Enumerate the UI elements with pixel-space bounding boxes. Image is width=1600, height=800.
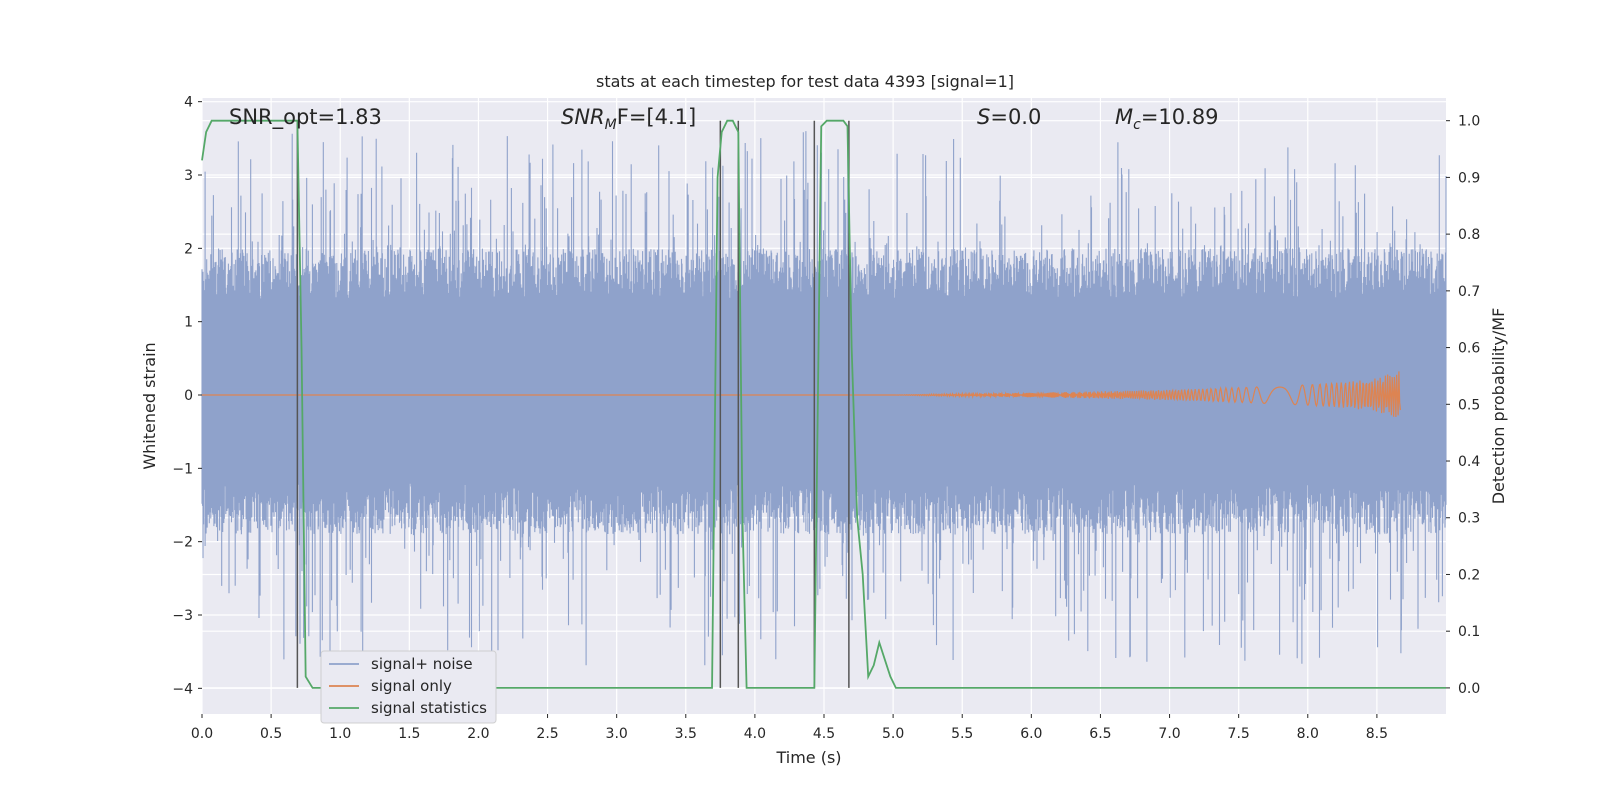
- chart-title: stats at each timestep for test data 439…: [596, 72, 1014, 91]
- annotation-s-var: S: [977, 105, 990, 129]
- stats-line: [201, 119, 1446, 689]
- y-right-tick-label: 1.0: [1458, 114, 1480, 130]
- y-right-axis-label: Detection probability/MF: [1489, 308, 1508, 505]
- plot-area: [201, 98, 1447, 714]
- x-tick-label: 1.0: [329, 726, 351, 742]
- y-left-tick-label: −2: [172, 535, 193, 551]
- y-left-tick-label: 3: [184, 168, 193, 184]
- annotation-snr-mf-base: SNR: [561, 105, 605, 129]
- annotation-snr-mf-sub: M: [605, 117, 617, 133]
- annotation-snr-mf-rest: F=[4.1]: [617, 105, 696, 129]
- legend-label-signal-only: signal only: [371, 677, 452, 695]
- x-tick-label: 8.0: [1297, 726, 1319, 742]
- y-right-tick-label: 0.8: [1458, 227, 1480, 243]
- y-right-axis-ticks: 1.0 0.9 0.8 0.7 0.6 0.5 0.4 0.3 0.2 0.1 0.0: [1446, 114, 1480, 697]
- legend: signal+ noise signal only signal statist…: [320, 650, 497, 724]
- x-tick-label: 4.0: [744, 726, 766, 742]
- y-left-tick-label: 0: [184, 388, 193, 404]
- y-right-tick-label: 0.7: [1458, 284, 1480, 300]
- y-left-tick-label: −4: [172, 681, 193, 697]
- series-signal-only: [202, 371, 1401, 417]
- legend-box: [320, 650, 497, 724]
- y-right-tick-label: 0.2: [1458, 567, 1480, 583]
- x-tick-label: 4.5: [813, 726, 835, 742]
- annotation-mc-sub: c: [1133, 117, 1141, 133]
- x-tick-label: 0.5: [260, 726, 282, 742]
- legend-label-signal-noise: signal+ noise: [371, 655, 473, 673]
- annotation-mc: Mc=10.89: [1115, 105, 1219, 133]
- x-tick-label: 8.5: [1366, 726, 1388, 742]
- y-right-tick-label: 0.4: [1458, 454, 1480, 470]
- series-signal-statistics: [201, 119, 1446, 689]
- x-tick-label: 5.5: [951, 726, 973, 742]
- series-signal-noise: [201, 131, 1447, 666]
- annotation-mc-rest: =10.89: [1141, 105, 1219, 129]
- x-tick-label: 2.5: [536, 726, 558, 742]
- y-left-tick-label: 2: [184, 241, 193, 257]
- y-left-axis-label: Whitened strain: [140, 342, 159, 469]
- y-left-tick-label: 4: [184, 95, 193, 111]
- annotation-s: S=0.0: [977, 105, 1041, 129]
- x-tick-label: 3.5: [675, 726, 697, 742]
- y-right-tick-label: 0.0: [1458, 681, 1480, 697]
- y-left-tick-label: −1: [172, 461, 193, 477]
- y-right-tick-label: 0.5: [1458, 397, 1480, 413]
- x-tick-label: 2.0: [467, 726, 489, 742]
- y-right-tick-label: 0.9: [1458, 170, 1480, 186]
- annotation-snr-mf: SNRMF=[4.1]: [561, 105, 696, 133]
- annotation-s-rest: =0.0: [990, 105, 1041, 129]
- annotation-mc-base: M: [1115, 105, 1133, 129]
- y-left-tick-label: −3: [172, 608, 193, 624]
- y-right-tick-label: 0.1: [1458, 624, 1480, 640]
- y-left-tick-label: 1: [184, 315, 193, 331]
- x-tick-label: 7.0: [1158, 726, 1180, 742]
- x-tick-label: 3.0: [606, 726, 628, 742]
- x-tick-label: 5.0: [882, 726, 904, 742]
- legend-label-signal-statistics: signal statistics: [371, 699, 487, 717]
- x-tick-label: 6.5: [1089, 726, 1111, 742]
- x-axis-label: Time (s): [775, 748, 841, 767]
- x-tick-label: 7.5: [1228, 726, 1250, 742]
- x-tick-label: 0.0: [191, 726, 213, 742]
- chirp-trace: [202, 371, 1401, 417]
- x-tick-label: 1.5: [398, 726, 420, 742]
- x-tick-label: 6.0: [1020, 726, 1042, 742]
- y-right-tick-label: 0.3: [1458, 511, 1480, 527]
- annotation-snr-opt: SNR_opt=1.83: [229, 105, 382, 130]
- noise-core: [202, 387, 1446, 461]
- y-left-axis-ticks: 4 3 2 1 0 −1 −2 −3 −4: [172, 95, 202, 697]
- y-right-tick-label: 0.6: [1458, 341, 1480, 357]
- x-axis-ticks: 0.0 0.5 1.0 1.5 2.0 2.5 3.0 3.5 4.0 4.5 5.0 5.5 6.0 6…: [191, 714, 1388, 742]
